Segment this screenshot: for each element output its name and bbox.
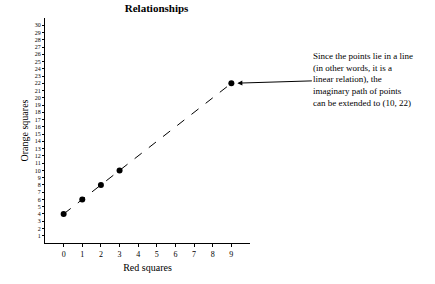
svg-text:4: 4	[38, 211, 41, 217]
svg-text:23: 23	[35, 73, 41, 79]
svg-text:27: 27	[35, 44, 41, 50]
svg-text:4: 4	[136, 250, 140, 259]
svg-text:21: 21	[35, 88, 41, 94]
svg-text:20: 20	[35, 95, 41, 101]
svg-text:8: 8	[38, 182, 41, 188]
svg-text:10: 10	[35, 168, 41, 174]
svg-text:8: 8	[211, 250, 215, 259]
svg-text:7: 7	[192, 250, 196, 259]
svg-text:6: 6	[173, 250, 177, 259]
svg-text:Since the points lie in a line: Since the points lie in a line(in other …	[313, 51, 413, 108]
svg-text:18: 18	[35, 109, 41, 115]
svg-text:1: 1	[80, 250, 84, 259]
svg-text:17: 17	[35, 117, 41, 123]
svg-text:0: 0	[62, 250, 66, 259]
svg-text:26: 26	[35, 51, 41, 57]
svg-text:7: 7	[38, 189, 41, 195]
svg-text:9: 9	[38, 175, 41, 181]
svg-text:Orange squares: Orange squares	[19, 99, 30, 161]
svg-text:15: 15	[35, 131, 41, 137]
svg-text:2: 2	[38, 226, 41, 232]
svg-text:6: 6	[38, 197, 41, 203]
svg-text:3: 3	[38, 218, 41, 224]
svg-text:9: 9	[229, 250, 233, 259]
svg-text:19: 19	[35, 102, 41, 108]
svg-text:1: 1	[38, 233, 41, 239]
svg-text:Red squares: Red squares	[123, 262, 172, 273]
svg-text:Relationships: Relationships	[125, 2, 189, 14]
svg-text:22: 22	[35, 80, 41, 86]
svg-text:3: 3	[118, 250, 122, 259]
svg-text:12: 12	[35, 153, 41, 159]
svg-text:11: 11	[35, 160, 41, 166]
svg-text:2: 2	[99, 250, 103, 259]
svg-text:28: 28	[35, 37, 41, 43]
svg-text:14: 14	[35, 138, 41, 144]
svg-text:13: 13	[35, 146, 41, 152]
svg-text:24: 24	[35, 66, 41, 72]
svg-text:29: 29	[35, 30, 41, 36]
svg-text:16: 16	[35, 124, 41, 130]
svg-text:30: 30	[35, 22, 41, 28]
svg-text:5: 5	[155, 250, 159, 259]
svg-text:5: 5	[38, 204, 41, 210]
svg-text:25: 25	[35, 59, 41, 65]
